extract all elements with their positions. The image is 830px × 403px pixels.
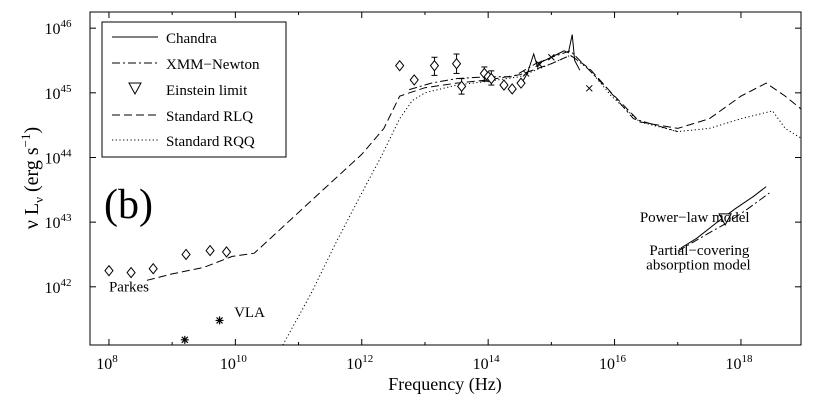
x-tick-label: 1012 [346, 353, 373, 373]
y-tick-label-base: 10 [45, 215, 61, 232]
diamond-point [104, 264, 114, 277]
series-standard-rlq [146, 54, 802, 281]
annotations: Parkes VLA Power−law model Partial−covering… [109, 210, 751, 321]
cross-point [585, 84, 593, 92]
star-point [180, 335, 189, 344]
diamond-point [429, 59, 440, 72]
diamond-point [221, 246, 232, 258]
y-tick-label-base: 10 [45, 86, 61, 103]
diamond-point [456, 80, 467, 93]
y-axis-label-sub: ν [31, 197, 46, 203]
series-xmm-newton-partial-covering-model [677, 192, 770, 252]
cross-point [522, 70, 530, 77]
x-axis-label: Frequency (Hz) [388, 374, 501, 395]
annotation-parkes: Parkes [109, 279, 149, 295]
y-axis-label-sup: −1 [18, 134, 33, 148]
panel-label: (b) [104, 182, 153, 228]
legend-triangle-icon [128, 82, 142, 96]
legend-label-xmm: XMM−Newton [166, 57, 260, 73]
x-tick-label-exp: 10 [236, 353, 248, 365]
x-tick-label-base: 10 [473, 356, 489, 373]
x-tick-label: 108 [96, 353, 118, 373]
x-tick-label-base: 10 [599, 356, 615, 373]
x-tick-label-base: 10 [725, 356, 741, 373]
y-tick-label-exp: 45 [61, 83, 73, 95]
annotation-vla: VLA [234, 305, 265, 321]
annotation-power-law-model: Power−law model [640, 210, 750, 226]
y-tick-label-exp: 46 [61, 18, 73, 30]
y-axis-label-unit: (erg s [21, 147, 43, 197]
y-tick-label-base: 10 [45, 21, 61, 38]
annotation-partial-covering: Partial−covering [649, 243, 750, 259]
y-tick-label: 1042 [45, 277, 72, 297]
y-tick-label: 1046 [45, 18, 73, 38]
series-chandra [519, 34, 581, 87]
x-tick-label-exp: 14 [489, 353, 501, 365]
x-tick-label-base: 10 [96, 356, 112, 373]
legend-label-rlq: Standard RLQ [166, 109, 253, 125]
star-point [215, 316, 224, 325]
diamond-point [499, 79, 509, 91]
diamond-point [451, 57, 462, 70]
legend-label-einstein: Einstein limit [166, 83, 248, 99]
y-tick-label-base: 10 [45, 150, 61, 167]
x-tick-label-exp: 8 [112, 353, 118, 365]
x-tick-label-exp: 12 [362, 353, 373, 365]
x-tick-label: 1018 [725, 353, 753, 373]
cross-point [535, 60, 543, 68]
diamond-point [126, 266, 136, 279]
x-tick-label: 1010 [220, 353, 248, 373]
legend: Chandra XMM−Newton Einstein limit Standa… [101, 21, 287, 158]
diamond-point [486, 72, 496, 85]
y-axis-label-close: ) [21, 127, 43, 134]
legend-label-chandra: Chandra [166, 31, 217, 47]
x-tick-label-base: 10 [346, 356, 362, 373]
diamond-point [507, 83, 517, 95]
diamond-point [148, 262, 158, 275]
x-tick-label-exp: 16 [615, 353, 627, 365]
triangle-point [718, 213, 733, 226]
diamond-point [516, 77, 526, 89]
data-markers [104, 53, 733, 344]
y-axis-label-base: ν L [21, 203, 43, 229]
y-tick-label-exp: 44 [61, 147, 73, 159]
y-tick-label-exp: 43 [61, 212, 73, 224]
x-tick-label: 1016 [599, 353, 627, 373]
annotation-absorption-model: absorption model [646, 257, 751, 273]
x-tick-label-base: 10 [220, 356, 236, 373]
x-tick-label-exp: 18 [741, 353, 753, 365]
cross-point [548, 53, 555, 61]
y-axis-label: ν Lν (erg s−1) [18, 127, 46, 229]
diamond-point [205, 244, 215, 257]
diamond-point [479, 67, 490, 80]
y-tick-label: 1044 [45, 147, 73, 167]
y-tick-label: 1045 [45, 83, 73, 103]
diamond-point [409, 74, 419, 86]
diamond-point [181, 248, 191, 261]
y-tick-label-exp: 42 [61, 277, 72, 289]
legend-label-rqq: Standard RQQ [166, 134, 255, 150]
axis-ticks: 108 1010 1012 1014 1016 101810421043104410451… [45, 12, 801, 373]
y-tick-label: 1043 [45, 212, 73, 232]
data-series [146, 34, 802, 346]
x-tick-label: 1014 [473, 353, 501, 373]
diamond-point [395, 59, 405, 72]
y-tick-label-base: 10 [45, 280, 61, 297]
